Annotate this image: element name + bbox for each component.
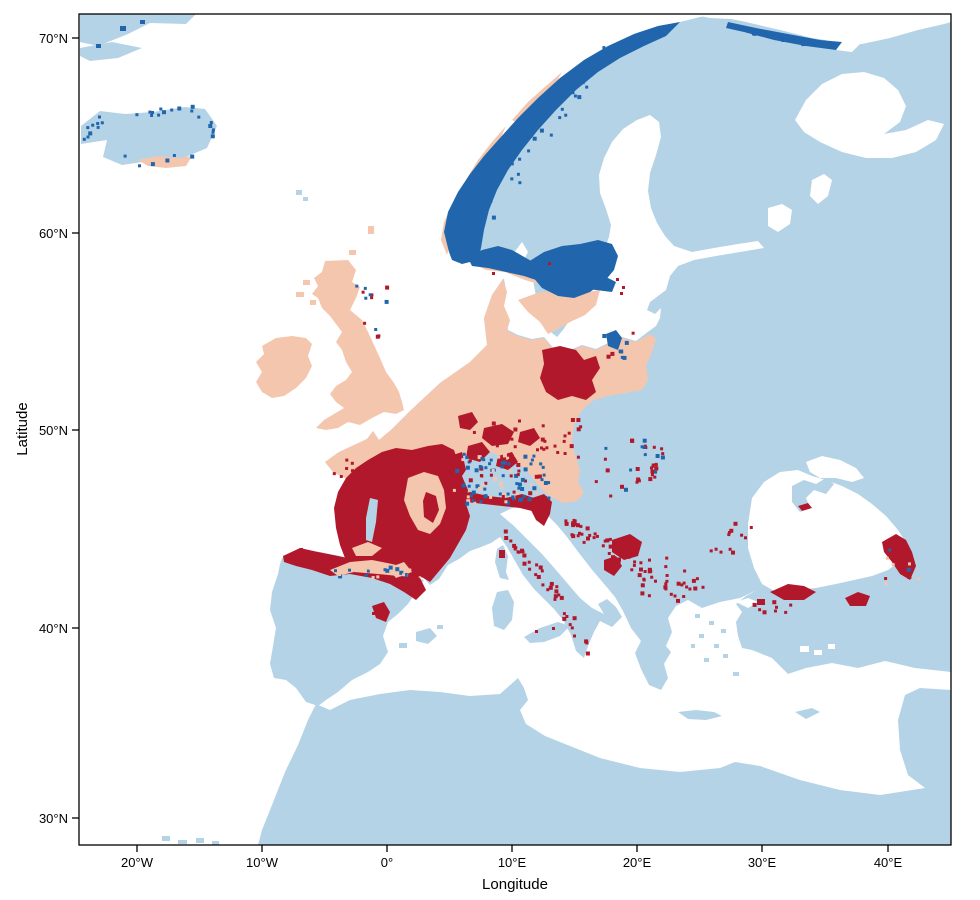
x-tick-30e: 30°E [748,855,777,870]
y-tick-50n: 50°N [39,423,68,438]
x-tick-labels: 20°W 10°W 0° 10°E 20°E 30°E 40°E [121,855,902,870]
x-tick-10w: 10°W [246,855,279,870]
x-tick-20w: 20°W [121,855,154,870]
x-tick-0: 0° [381,855,393,870]
interior-seas-layer [470,14,944,655]
y-axis-title: Latitude [14,402,31,455]
y-tick-60n: 60°N [39,226,68,241]
x-axis-title: Longitude [482,876,548,893]
y-tick-labels: 70°N 60°N 50°N 40°N 30°N [39,31,68,826]
x-tick-20e: 20°E [623,855,652,870]
x-tick-10e: 10°E [498,855,527,870]
landes-strip [366,498,378,542]
x-axis [136,845,889,852]
y-axis [72,37,79,819]
y-tick-40n: 40°N [39,621,68,636]
speckle-raster-layer [82,30,921,656]
crimea-peninsula [691,478,834,676]
blue-raster-layer [96,20,842,350]
x-tick-40e: 40°E [874,855,903,870]
y-tick-70n: 70°N [39,31,68,46]
y-tick-30n: 30°N [39,811,68,826]
red-massif-core [423,492,439,523]
pink-overlay-patches [330,472,446,578]
